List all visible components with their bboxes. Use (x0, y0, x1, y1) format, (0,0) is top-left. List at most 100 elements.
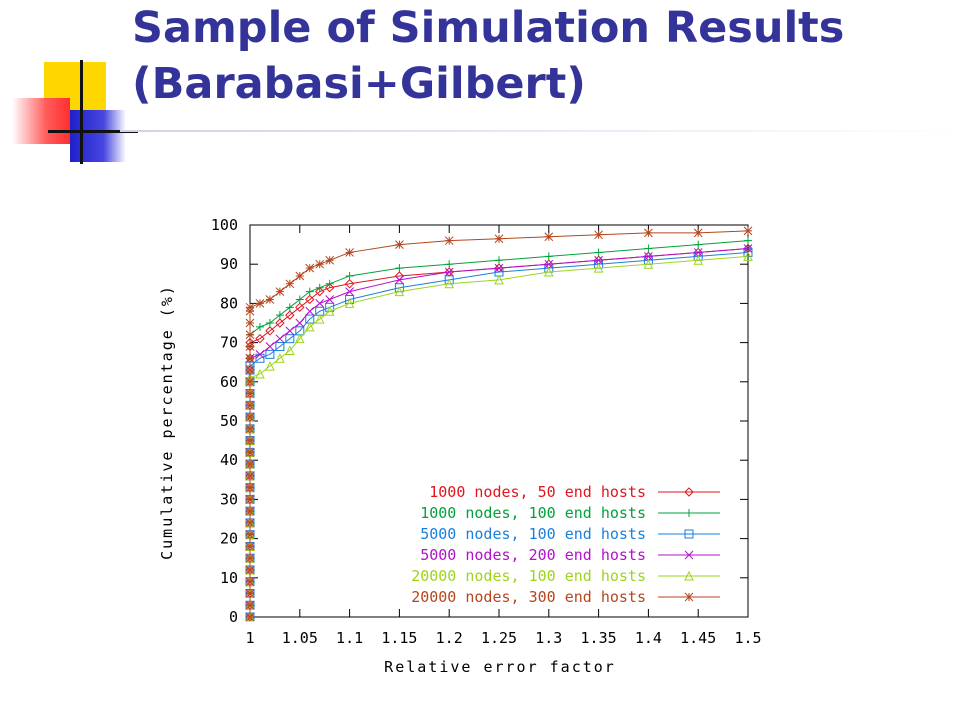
series-group (245, 226, 753, 622)
data-point (314, 313, 325, 324)
slide-title-line-2: (Barabasi+Gilbert) (132, 59, 586, 109)
data-point (495, 256, 503, 265)
series-4 (245, 244, 753, 622)
y-tick-label: 60 (220, 373, 238, 391)
legend-label: 20000 nodes, 100 end hosts (411, 567, 646, 585)
data-point (245, 565, 255, 575)
data-point (305, 263, 315, 273)
legend-label: 1000 nodes, 50 end hosts (429, 483, 646, 501)
data-point (265, 295, 275, 304)
legend-marker (684, 487, 694, 497)
data-point (594, 248, 603, 257)
data-point (494, 263, 504, 273)
data-point (245, 577, 255, 587)
data-point (245, 612, 255, 622)
data-point (494, 234, 504, 244)
x-tick-label: 1.5 (734, 629, 761, 647)
data-point (245, 530, 255, 540)
data-point (285, 326, 295, 336)
data-point (593, 263, 604, 273)
x-axis-label: Relative error factor (384, 658, 616, 676)
x-tick-label: 1.1 (336, 629, 363, 647)
data-point (265, 342, 275, 351)
data-point (245, 412, 255, 422)
data-point (245, 377, 255, 387)
data-point (344, 279, 355, 289)
x-axis-ticks: 1 1.05 1.1 1.15 1.2 1.25 1.3 1.35 1.4 1.45 1.5 (245, 225, 762, 647)
x-tick-label: 1.15 (381, 629, 417, 647)
data-point (255, 322, 264, 331)
data-point (544, 252, 553, 261)
y-tick-label: 30 (220, 490, 238, 508)
data-point (445, 260, 454, 269)
data-point (544, 232, 554, 242)
data-point (245, 424, 255, 434)
legend-label: 5000 nodes, 100 end hosts (420, 525, 646, 543)
data-point (275, 342, 285, 352)
data-point (245, 436, 255, 445)
data-point (315, 286, 325, 297)
data-point (245, 448, 255, 457)
x-tick-label: 1.05 (282, 629, 318, 647)
decor-red-square (12, 98, 70, 144)
data-point (245, 365, 255, 375)
data-point (644, 228, 653, 238)
data-point (315, 283, 324, 292)
data-point (265, 349, 275, 359)
cdf-chart: 1 1.05 1.1 1.15 1.2 1.25 1.3 1.35 1.4 1.45 1.5 0 10… (158, 216, 762, 676)
data-point (245, 553, 255, 563)
y-axis-ticks: 0 10 20 30 40 50 60 70 80 90 100 (211, 216, 748, 626)
data-point (245, 302, 255, 312)
legend-label: 5000 nodes, 200 end hosts (420, 546, 646, 564)
data-point (693, 228, 703, 238)
series-6 (245, 226, 753, 622)
data-point (325, 279, 334, 288)
data-point (285, 310, 295, 320)
y-tick-label: 90 (220, 255, 238, 273)
data-point (643, 259, 654, 269)
data-point (345, 287, 354, 296)
y-tick-label: 100 (211, 216, 238, 234)
data-point (245, 471, 255, 481)
x-tick-label: 1.25 (481, 629, 517, 647)
data-point (275, 287, 285, 296)
series-3 (245, 247, 753, 622)
data-point (345, 248, 354, 257)
data-point (275, 318, 285, 328)
data-point (315, 299, 325, 308)
data-point (743, 244, 753, 253)
data-point (345, 271, 354, 280)
y-tick-label: 0 (229, 608, 238, 626)
data-point (245, 353, 255, 363)
data-point (325, 255, 335, 265)
legend-marker (685, 509, 693, 517)
data-point (594, 255, 603, 265)
data-point (694, 240, 703, 249)
data-point (265, 361, 275, 371)
x-tick-label: 1.3 (535, 629, 562, 647)
data-point (245, 506, 255, 516)
data-point (693, 248, 703, 257)
data-point (295, 271, 305, 281)
data-point (305, 306, 315, 316)
data-point (295, 318, 305, 328)
data-point (285, 334, 295, 344)
data-point (285, 345, 295, 355)
data-point (743, 251, 753, 261)
x-tick-label: 1.35 (581, 629, 617, 647)
legend: 1000 nodes, 50 end hosts 1000 nodes, 100 … (411, 483, 720, 606)
data-point (324, 306, 335, 316)
data-point (245, 389, 255, 398)
y-tick-label: 50 (220, 412, 238, 430)
data-point (444, 267, 454, 277)
data-point (275, 353, 285, 363)
data-point (255, 350, 265, 359)
data-point (245, 459, 255, 469)
data-point (255, 299, 265, 308)
y-tick-label: 70 (220, 334, 238, 352)
data-point (245, 318, 255, 328)
data-point (315, 259, 325, 269)
data-point (325, 295, 335, 304)
data-point (275, 311, 284, 320)
data-point (245, 542, 255, 551)
